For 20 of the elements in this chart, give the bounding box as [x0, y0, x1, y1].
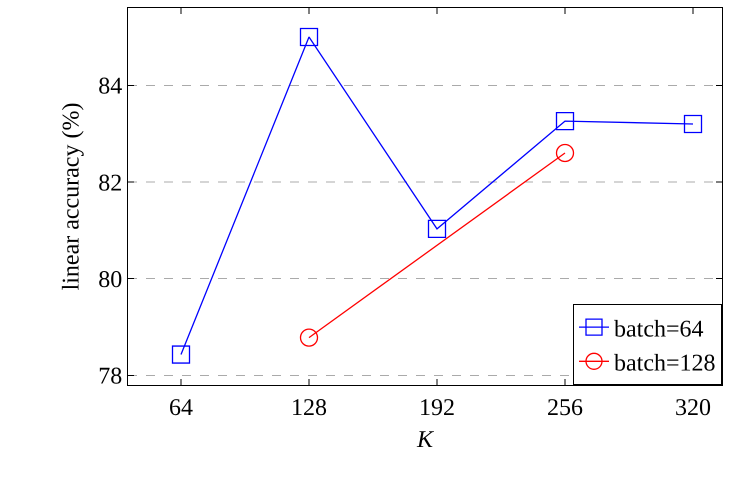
y-axis-title: linear accuracy (%) [58, 102, 84, 290]
x-tick-label: 320 [675, 394, 711, 421]
point [300, 28, 318, 46]
point [172, 345, 190, 364]
legend-label: batch=128 [614, 350, 716, 377]
x-tick-label: 128 [291, 394, 327, 421]
point [684, 114, 702, 134]
legend-label: batch=64 [614, 316, 704, 342]
y-tick-label: 84 [98, 74, 122, 100]
point [556, 144, 574, 162]
y-tick-label: 82 [98, 170, 122, 196]
point [556, 112, 574, 130]
y-tick-label: 80 [98, 267, 122, 294]
x-tick-label: 64 [169, 394, 193, 421]
x-axis-title: K [416, 427, 435, 454]
x-tick-label: 256 [547, 394, 583, 421]
point [428, 220, 446, 238]
x-tick-label: 192 [419, 394, 455, 421]
y-tick-label: 78 [98, 364, 122, 390]
point [300, 328, 318, 347]
